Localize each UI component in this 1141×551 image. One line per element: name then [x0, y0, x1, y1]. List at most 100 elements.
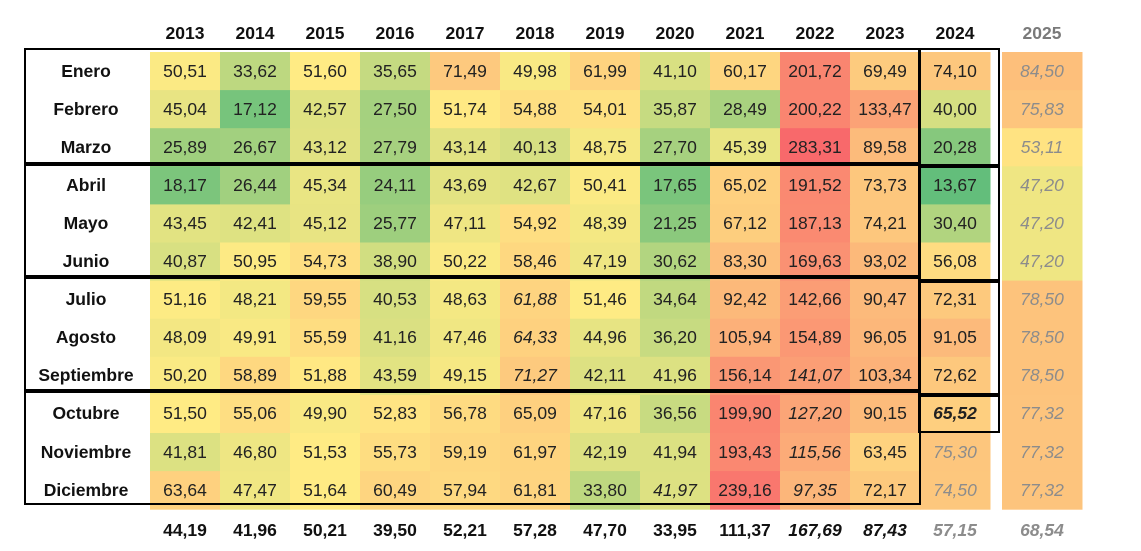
heatmap-cell-bg — [640, 90, 711, 129]
annual-average: 39,50 — [373, 519, 417, 540]
heatmap-cell: 199,90 — [718, 403, 772, 424]
heatmap-cell-bg — [430, 318, 501, 358]
heatmap-cell: 84,50 — [1020, 60, 1064, 81]
heatmap-cell-bg — [570, 318, 641, 358]
heatmap-cell: 48,21 — [233, 289, 277, 310]
heatmap-cell-bg — [290, 280, 361, 320]
heatmap-cell-bg — [1002, 394, 1083, 434]
heatmap-cell: 89,58 — [863, 136, 907, 157]
heatmap-cell: 72,31 — [933, 289, 977, 310]
heatmap-cell-bg — [920, 433, 991, 472]
heatmap-cell-bg — [150, 90, 221, 129]
heatmap-cell-bg — [920, 204, 991, 243]
year-header: 2016 — [375, 22, 415, 43]
heatmap-cell-bg — [640, 204, 711, 243]
heatmap-cell-bg — [1002, 52, 1083, 91]
heatmap-cell: 47,19 — [583, 251, 627, 272]
heatmap-cell: 61,97 — [513, 441, 557, 462]
heatmap-cell: 90,15 — [863, 403, 907, 424]
heatmap-cell-bg — [150, 433, 221, 472]
heatmap-cell-bg — [780, 204, 851, 243]
heatmap-cell: 47,20 — [1020, 212, 1064, 233]
heatmap-cell-bg — [780, 394, 851, 434]
heatmap-cell: 40,87 — [163, 251, 207, 272]
heatmap-cell-bg — [220, 52, 291, 91]
heatmap-cell-bg — [360, 280, 431, 320]
heatmap-cell: 40,00 — [933, 98, 977, 119]
heatmap-cell: 41,94 — [653, 441, 697, 462]
heatmap-cell: 48,63 — [443, 289, 487, 310]
heatmap-cell: 73,73 — [863, 174, 907, 195]
annual-average: 33,95 — [653, 519, 697, 540]
heatmap-cell-bg — [710, 394, 781, 434]
heatmap-cell-bg — [1002, 471, 1083, 510]
heatmap-cell: 50,20 — [163, 365, 207, 386]
heatmap-cell-bg — [780, 166, 851, 205]
heatmap-cell-bg — [780, 90, 851, 129]
heatmap-cell-bg — [150, 128, 221, 167]
heatmap-cell-bg — [500, 318, 571, 358]
heatmap-cell: 48,75 — [583, 136, 627, 157]
heatmap-cell: 103,34 — [858, 365, 912, 386]
heatmap-cell-bg — [1002, 356, 1083, 396]
heatmap-cell: 47,46 — [443, 327, 487, 348]
heatmap-cell-bg — [1002, 433, 1083, 472]
heatmap-cell: 41,10 — [653, 60, 697, 81]
year-header: 2017 — [445, 22, 485, 43]
heatmap-cell-bg — [640, 52, 711, 91]
heatmap-cell: 47,16 — [583, 403, 627, 424]
heatmap-cell-bg — [920, 280, 991, 320]
heatmap-cell: 35,65 — [373, 60, 417, 81]
heatmap-cell-bg — [430, 204, 501, 243]
heatmap-cell: 50,95 — [233, 251, 277, 272]
heatmap-cell-bg — [570, 52, 641, 91]
heatmap-cell-bg — [220, 394, 291, 434]
heatmap-cell: 78,50 — [1020, 289, 1064, 310]
heatmap-cell: 52,83 — [373, 403, 417, 424]
heatmap-cell: 41,97 — [653, 479, 697, 500]
heatmap-cell: 154,89 — [788, 327, 842, 348]
heatmap-cell: 43,12 — [303, 136, 347, 157]
heatmap-cell: 41,96 — [653, 365, 697, 386]
heatmap-cell-bg — [640, 433, 711, 472]
heatmap-cell-bg — [780, 280, 851, 320]
heatmap-cell: 46,80 — [233, 441, 277, 462]
year-header: 2025 — [1022, 22, 1062, 43]
year-header: 2019 — [585, 22, 625, 43]
heatmap-cell: 141,07 — [788, 365, 842, 386]
heatmap-cell-bg — [850, 52, 921, 91]
heatmap-cell: 49,15 — [443, 365, 487, 386]
heatmap-cell-bg — [920, 166, 991, 205]
annual-average: 52,21 — [443, 519, 487, 540]
heatmap-cell-bg — [430, 90, 501, 129]
year-header: 2023 — [865, 22, 905, 43]
heatmap-cell: 63,64 — [163, 479, 207, 500]
heatmap-cell-bg — [920, 90, 991, 129]
heatmap-cell: 65,02 — [723, 174, 767, 195]
heatmap-cell: 77,32 — [1020, 403, 1064, 424]
heatmap-cell: 97,35 — [793, 479, 837, 500]
heatmap-cell-bg — [360, 433, 431, 472]
heatmap-cell-bg — [430, 280, 501, 320]
heatmap-cell: 59,19 — [443, 441, 487, 462]
heatmap-cell-bg — [780, 128, 851, 167]
heatmap-cell: 47,47 — [233, 479, 277, 500]
annual-average: 57,28 — [513, 519, 557, 540]
heatmap-cell-bg — [780, 318, 851, 358]
heatmap-cell: 91,05 — [933, 327, 977, 348]
month-label: Enero — [61, 60, 111, 81]
heatmap-cell-bg — [500, 128, 571, 167]
heatmap-cell-bg — [640, 166, 711, 205]
heatmap-cell-bg — [1002, 318, 1083, 358]
heatmap-cell: 105,94 — [718, 327, 772, 348]
annual-average: 167,69 — [788, 519, 842, 540]
heatmap-cell: 41,16 — [373, 327, 417, 348]
heatmap-cell: 77,32 — [1020, 479, 1064, 500]
annual-average: 111,37 — [719, 519, 771, 540]
heatmap-cell: 51,16 — [163, 289, 207, 310]
heatmap-cell-bg — [1002, 90, 1083, 129]
heatmap-cell: 47,11 — [443, 212, 487, 233]
heatmap-cell: 133,47 — [858, 98, 912, 119]
heatmap-cell-bg — [640, 318, 711, 358]
heatmap-cell: 83,30 — [723, 251, 767, 272]
